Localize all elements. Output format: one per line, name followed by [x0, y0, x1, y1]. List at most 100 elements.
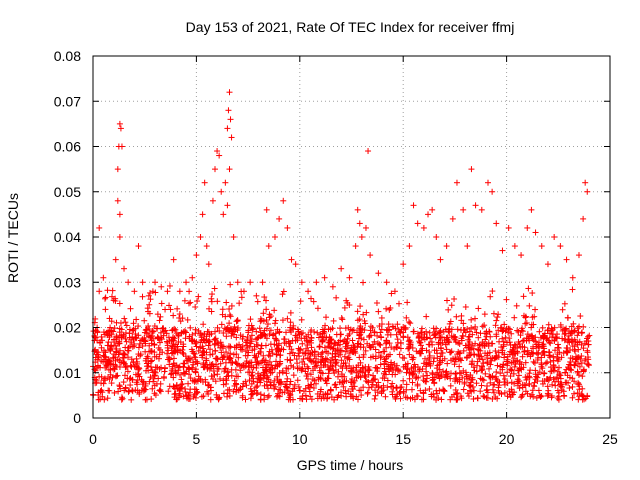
x-tick-label: 15 [395, 431, 411, 447]
scatter-point-bg [260, 310, 267, 317]
scatter-point-bg [219, 345, 226, 352]
scatter-point-bg [493, 333, 500, 340]
scatter-point [227, 116, 234, 123]
scatter-point-bg [375, 349, 382, 356]
scatter-point-bg [463, 354, 470, 361]
scatter-point-bg [120, 354, 127, 361]
scatter-point-bg [530, 382, 537, 389]
scatter-point-bg [408, 365, 415, 372]
scatter-point-bg [398, 326, 405, 333]
scatter-point-bg [104, 332, 111, 339]
scatter-point-bg [390, 384, 397, 391]
scatter-point-bg [295, 383, 302, 390]
scatter-point [263, 206, 270, 213]
scatter-point-bg [108, 343, 115, 350]
scatter-point-bg [508, 386, 515, 393]
scatter-point-bg [245, 327, 252, 334]
scatter-point-bg [382, 371, 389, 378]
scatter-point-bg [411, 396, 418, 403]
scatter-point-bg [377, 329, 384, 336]
scatter-point-bg [379, 388, 386, 395]
scatter-point-bg [372, 376, 379, 383]
scatter-point-bg [393, 331, 400, 338]
scatter-point-bg [314, 390, 321, 397]
scatter-point-bg [544, 327, 551, 334]
x-tick-label: 25 [602, 431, 618, 447]
scatter-point-bg [97, 396, 104, 403]
scatter-point-bg [332, 356, 339, 363]
scatter-point-bg [404, 299, 411, 306]
scatter-point-bg [386, 306, 393, 313]
scatter-point-bg [107, 366, 114, 373]
scatter-point-bg [535, 387, 542, 394]
scatter-point-bg [253, 384, 260, 391]
scatter-point-bg [304, 363, 311, 370]
scatter-point [449, 215, 456, 222]
scatter-point-bg [206, 331, 213, 338]
scatter-point-bg [147, 348, 154, 355]
scatter-point-bg [233, 360, 240, 367]
scatter-point-bg [237, 367, 244, 374]
scatter-point-bg [492, 394, 499, 401]
scatter-point-bg [228, 359, 235, 366]
scatter-point-bg [112, 362, 119, 369]
scatter-point-bg [425, 341, 432, 348]
scatter-point-bg [577, 356, 584, 363]
scatter-point-bg [273, 358, 280, 365]
scatter-point-bg [559, 327, 566, 334]
scatter-point-bg [126, 387, 133, 394]
scatter-point-bg [178, 376, 185, 383]
scatter-point-bg [243, 342, 250, 349]
scatter-point-bg [363, 309, 370, 316]
scatter-point-bg [418, 347, 425, 354]
scatter-point-bg [208, 373, 215, 380]
scatter-point [538, 243, 545, 250]
scatter-point-bg [500, 372, 507, 379]
scatter-point-bg [359, 364, 366, 371]
scatter-point-bg [585, 362, 592, 369]
scatter-point-bg [541, 370, 548, 377]
scatter-point-bg [293, 332, 300, 339]
scatter-point-bg [521, 382, 528, 389]
scatter-point [118, 143, 125, 150]
scatter-point-bg [430, 390, 437, 397]
scatter-point-bg [194, 389, 201, 396]
scatter-point-bg [397, 395, 404, 402]
scatter-point-bg [121, 315, 128, 322]
scatter-point-bg [332, 366, 339, 373]
scatter-point [201, 179, 208, 186]
scatter-point-bg [368, 384, 375, 391]
scatter-point-bg [468, 388, 475, 395]
scatter-point-bg [356, 387, 363, 394]
scatter-point [292, 261, 299, 268]
scatter-point-bg [554, 387, 561, 394]
scatter-point-bg [263, 366, 270, 373]
scatter-point [226, 89, 233, 96]
scatter-point-bg [371, 338, 378, 345]
scatter-point-bg [456, 378, 463, 385]
scatter-point-bg [566, 361, 573, 368]
scatter-point-bg [189, 348, 196, 355]
scatter-point-bg [275, 347, 282, 354]
scatter-point-bg [325, 339, 332, 346]
scatter-point-bg [321, 326, 328, 333]
scatter-point [253, 292, 260, 299]
scatter-point-bg [118, 396, 125, 403]
scatter-point-bg [539, 324, 546, 331]
scatter-point-bg [292, 337, 299, 344]
scatter-point-bg [462, 303, 469, 310]
scatter-point-bg [437, 345, 444, 352]
scatter-point-bg [116, 364, 123, 371]
scatter-point-bg [491, 381, 498, 388]
scatter-point-bg [316, 343, 323, 350]
axes: 0 0.01 0.02 0.03 0.04 0.05 0.06 0.07 0.08 0 5 10 15 2… [54, 48, 618, 447]
scatter-point-bg [119, 395, 126, 402]
scatter-point-bg [484, 389, 491, 396]
scatter-point-bg [175, 367, 182, 374]
scatter-point-bg [443, 368, 450, 375]
scatter-point [121, 265, 128, 272]
scatter-point-bg [209, 351, 216, 358]
scatter-point-bg [458, 317, 465, 324]
scatter-point-bg [243, 358, 250, 365]
scatter-point-bg [313, 355, 320, 362]
